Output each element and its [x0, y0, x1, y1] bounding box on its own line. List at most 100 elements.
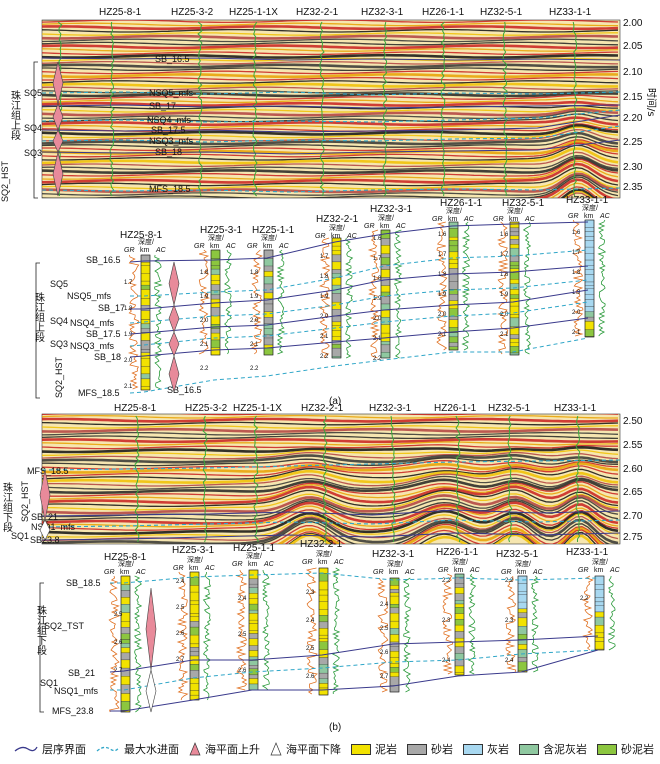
- lithology-bed: [120, 621, 131, 628]
- lithology-bed: [389, 667, 400, 673]
- lithology-bed: [318, 683, 329, 689]
- seq-label: SQ3: [24, 148, 42, 158]
- sea-level-triangle: [39, 519, 51, 541]
- lithology-bed: [120, 676, 131, 685]
- lithology-bed: [584, 227, 595, 232]
- seq-label: SQ4: [24, 123, 42, 133]
- lithology-bed: [454, 573, 465, 578]
- ac-header: AC: [155, 247, 167, 254]
- lithology-bed: [210, 290, 221, 296]
- seismic-reflector: [42, 126, 619, 139]
- lithology-bed: [263, 258, 274, 267]
- formation-label: 珠江组下段: [1, 481, 13, 533]
- lithology-bed: [594, 601, 605, 606]
- lithology-bed: [594, 625, 605, 634]
- legend-label: 海平面上升: [205, 743, 260, 756]
- seismic-reflector: [42, 63, 619, 69]
- ac-header: AC: [135, 569, 147, 576]
- seq-label: SQ2_HST: [20, 480, 30, 522]
- depth-tick: 2.7: [380, 674, 389, 680]
- well-log-correlation-a: 1.7 1.8 1.9 2.0 2.1 1.8 1.9 2.0 2.1 2.2 1.8 1.9 2.0 2…: [124, 219, 607, 394]
- depth-tick: 1.9: [320, 294, 329, 300]
- log-well-labels-a: HZ25-8-1 HZ25-3-1 HZ25-1-1 HZ32-2-1 HZ32…: [120, 195, 609, 241]
- lithology-bed: [210, 307, 221, 317]
- seismic-reflector: [42, 515, 619, 542]
- lithology-bed: [594, 637, 605, 642]
- lithology-bed: [509, 265, 520, 269]
- log-sequence-column-a: SQ5 SQ4 SQ3 SQ2_HST 珠江组上段: [33, 261, 180, 399]
- seismic-reflector: [42, 73, 619, 79]
- lithology-bed: [189, 634, 200, 645]
- seismic-reflector: [42, 53, 619, 59]
- depth-header: 深度/: [592, 557, 608, 566]
- depth-tick: 1.6: [373, 236, 382, 242]
- lithology-bed: [318, 635, 329, 639]
- seismic-well-trace: [197, 21, 203, 197]
- seismic-surface-labels-a: SB_16.5 NSQ5_mfs SB_17 NSQ4_mfs SB_17.5 …: [147, 54, 194, 194]
- lithology-bed: [248, 609, 259, 614]
- lithology-bed: [318, 580, 329, 591]
- time-tick: 2.35: [623, 182, 643, 193]
- gr-header: GR: [364, 223, 375, 230]
- muddy-limestone-swatch: [519, 743, 539, 755]
- lithology-bed: [210, 280, 221, 285]
- unit-header: km: [380, 223, 390, 230]
- seismic-reflector: [42, 140, 619, 155]
- lithology-bed: [318, 601, 329, 610]
- lithology-bed: [389, 612, 400, 622]
- lithology-bed: [389, 646, 400, 652]
- lithology-bed: [454, 624, 465, 632]
- lithology-bed: [120, 639, 131, 644]
- lithology-column: [263, 249, 274, 356]
- gr-curve: [436, 221, 448, 351]
- lithology-bed: [189, 600, 200, 605]
- lithology-bed: [248, 578, 259, 585]
- lithology-bed: [584, 299, 595, 307]
- seq-label: SQ2_TST: [44, 621, 85, 631]
- seismic-reflector: [42, 86, 619, 91]
- log-bottom-label: SB_16.5: [167, 385, 202, 395]
- log-surface-label: NSQ3_mfs: [70, 341, 115, 351]
- gr-curve: [108, 575, 120, 713]
- depth-tick: 1.9: [572, 290, 581, 296]
- ac-curve: [202, 571, 212, 701]
- gr-header: GR: [578, 567, 589, 574]
- lithology-bed: [331, 344, 342, 349]
- lithology-bed: [454, 613, 465, 620]
- lithology-bed: [120, 627, 131, 634]
- time-tick: 2.05: [623, 41, 643, 52]
- well-label: HZ25-1-1X: [233, 403, 282, 414]
- sea-level-triangle: [145, 587, 157, 671]
- lithology-bed: [189, 604, 200, 614]
- lithology-bed: [389, 672, 400, 677]
- ac-curve: [393, 229, 403, 359]
- lithology-bed: [448, 268, 459, 275]
- seismic-well-trace: [390, 415, 396, 543]
- lithology-bed: [389, 657, 400, 664]
- ac-curve: [597, 219, 607, 337]
- depth-header: 深度/: [452, 557, 468, 566]
- seismic-reflector: [42, 107, 618, 113]
- depth-tick: 2.4: [380, 602, 389, 608]
- surface-label: SB_18: [155, 147, 182, 157]
- log-well-label: HZ25-1-1: [233, 543, 276, 554]
- ac-curve: [261, 569, 271, 691]
- seismic-well-trace: [252, 21, 258, 197]
- well-label: HZ32-5-1: [488, 403, 531, 414]
- lithology-bed: [389, 651, 400, 658]
- depth-tick: 2.4: [238, 596, 247, 602]
- lithology-bed: [189, 664, 200, 671]
- seismic-reflector: [42, 110, 619, 120]
- lithology-bed: [380, 277, 391, 286]
- lithology-bed: [140, 323, 151, 329]
- sea-level-triangle: [145, 669, 157, 713]
- depth-tick: 2.0: [500, 312, 509, 318]
- lithology-bed: [380, 296, 391, 305]
- lithology-bed: [584, 274, 595, 283]
- lithology-bed: [248, 593, 259, 599]
- lithology-column: [331, 237, 342, 359]
- depth-tick: 2.5: [380, 626, 389, 632]
- depth-tick: 2.0: [250, 318, 259, 324]
